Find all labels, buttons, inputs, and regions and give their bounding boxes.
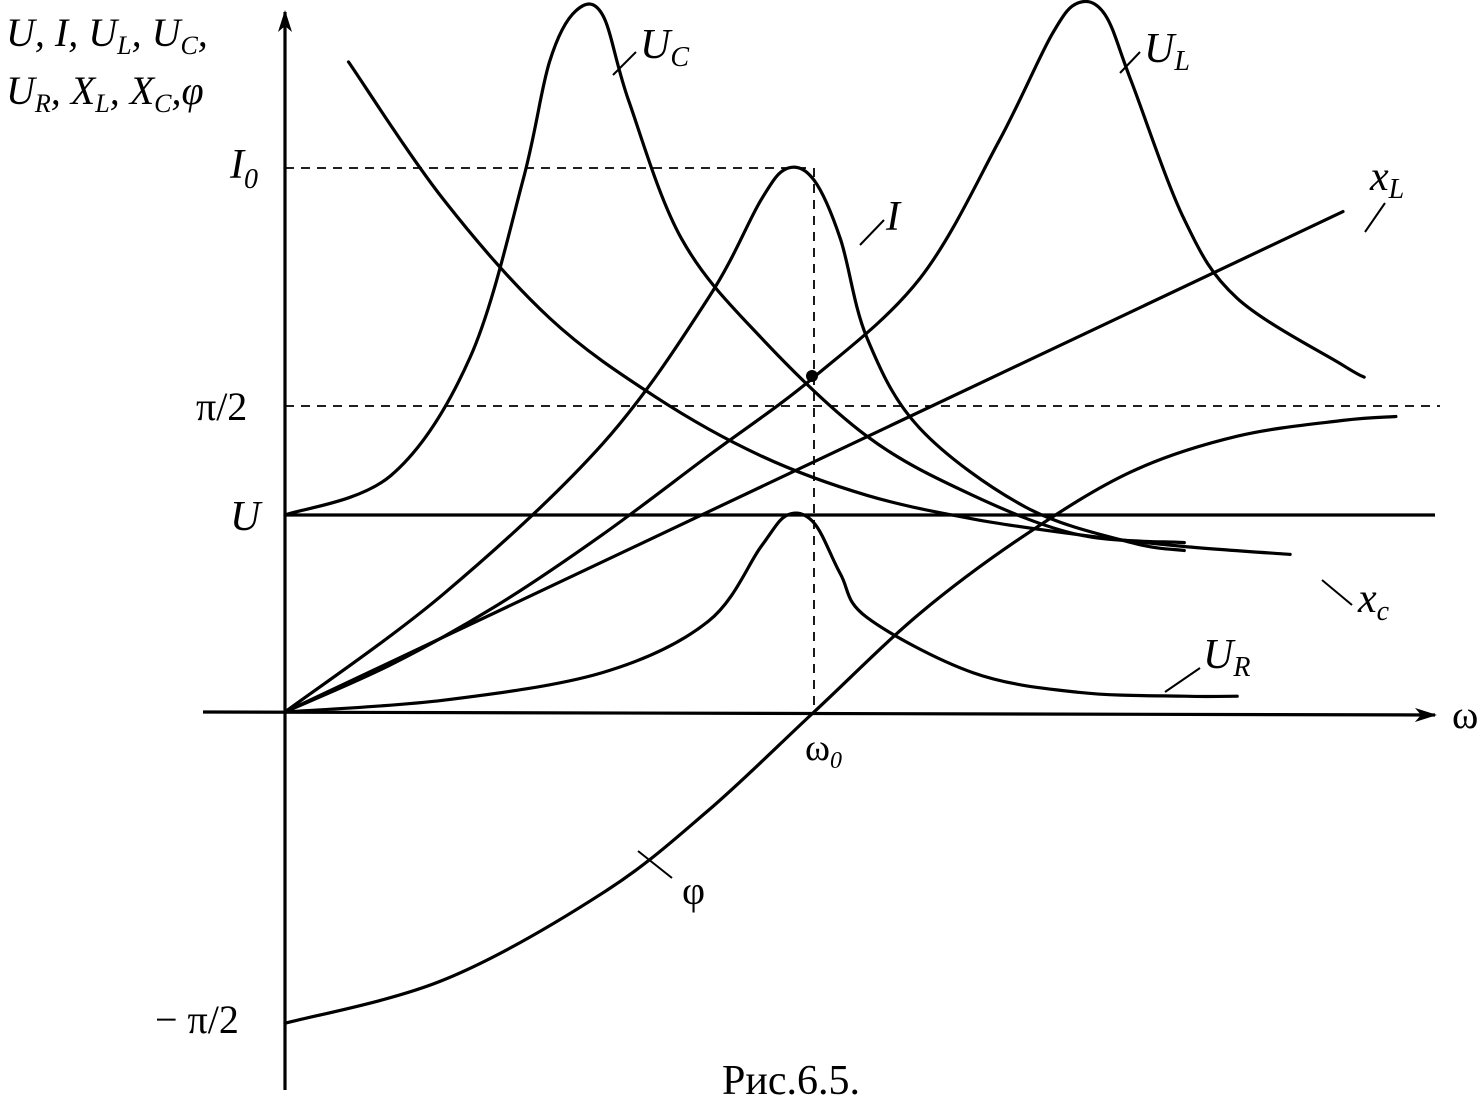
uc-curve	[283, 2, 1186, 545]
x-tick-omega0: ω0	[805, 727, 842, 774]
i-leader	[859, 219, 885, 246]
figure-caption: Рис.6.5.	[722, 1058, 860, 1099]
y-axis-title-line2: UR, XL, XC,φ	[6, 68, 204, 118]
x-axis-label: ω	[1452, 692, 1478, 737]
series-label-xc: xc	[1357, 576, 1390, 627]
series-label-i: I	[885, 194, 902, 240]
ur-leader	[1164, 667, 1201, 693]
series-label-xl: xL	[1369, 154, 1404, 205]
x-axis	[202, 707, 1437, 722]
y-tick-u: U	[230, 494, 263, 540]
resonance-point	[806, 370, 818, 382]
y-axis-title-line1: U, I, UL, UC,	[6, 10, 208, 60]
y-tick-minus-pi-half: − π/2	[155, 997, 239, 1042]
series-label-phi: φ	[682, 868, 705, 913]
series-label-uc: UC	[640, 22, 689, 73]
series-label-ur: UR	[1203, 632, 1250, 683]
phi-leader	[637, 850, 673, 879]
xl-leader	[1364, 202, 1386, 233]
ul-leader	[1119, 51, 1141, 74]
ur-curve	[283, 511, 1239, 714]
xc-curve	[346, 60, 1292, 556]
y-tick-i0: I0	[229, 142, 258, 195]
uc-leader	[612, 51, 637, 76]
ul-curve	[283, 0, 1366, 714]
xl-line	[283, 210, 1345, 714]
series-label-ul: UL	[1144, 26, 1190, 77]
phi-curve	[283, 414, 1398, 1025]
xc-leader	[1321, 579, 1353, 606]
y-tick-pi-half: π/2	[196, 384, 247, 429]
i-curve	[283, 165, 1186, 714]
